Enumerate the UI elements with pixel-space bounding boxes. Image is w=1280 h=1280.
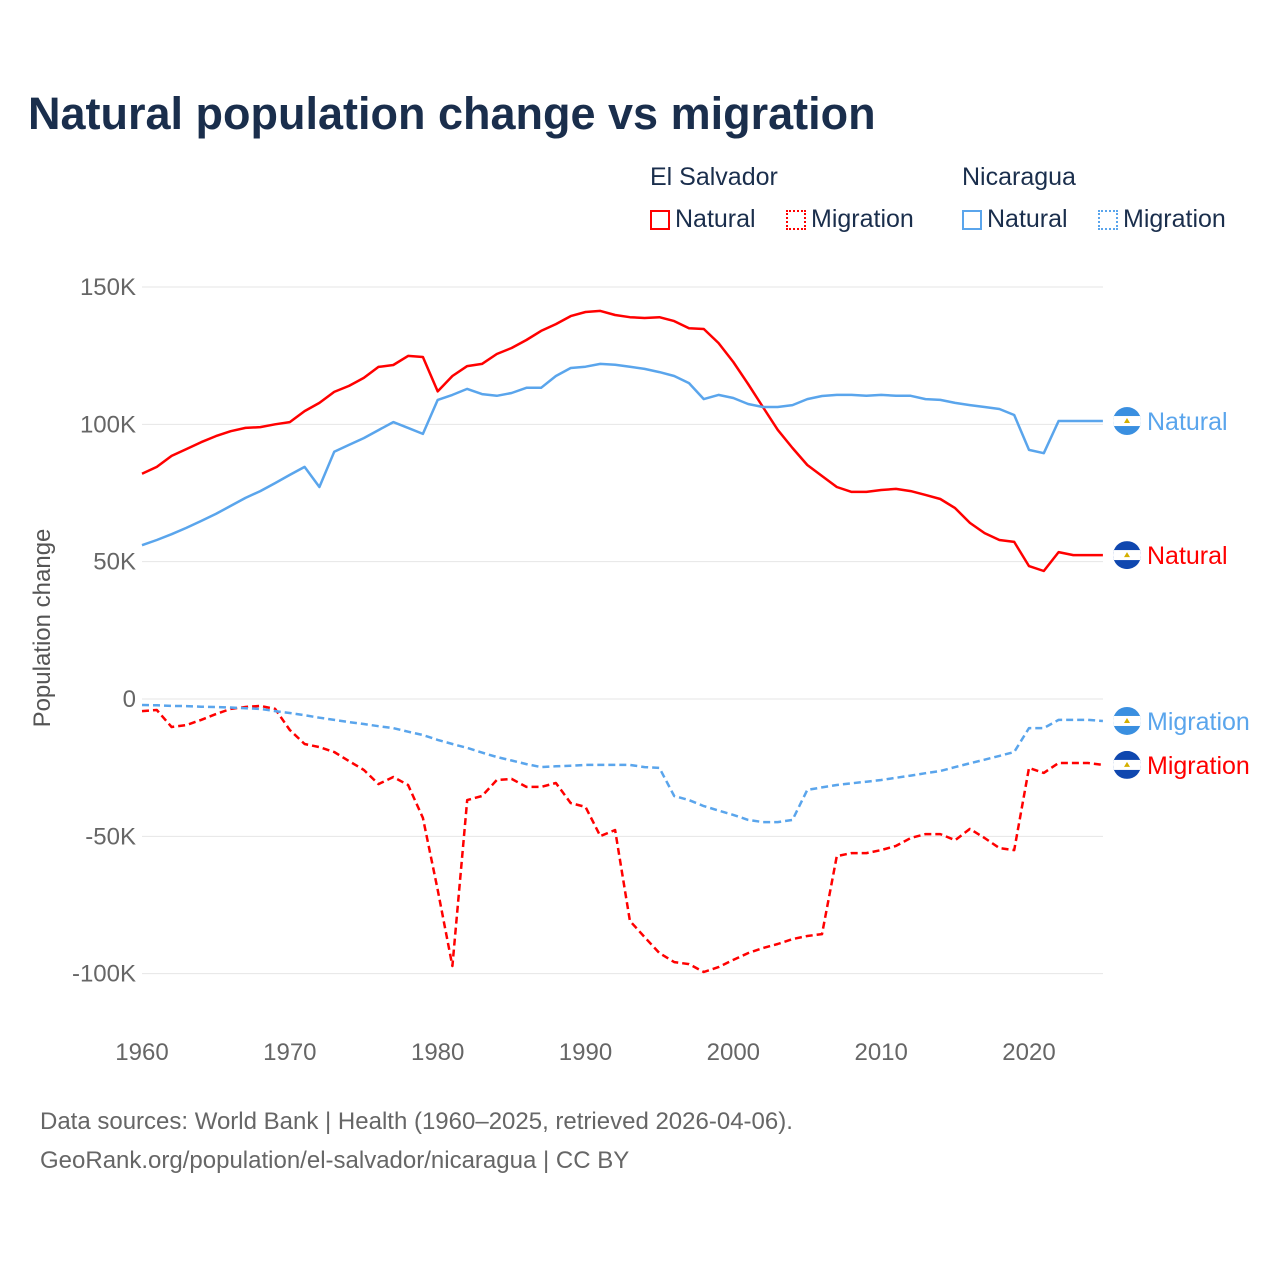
chart-title: Natural population change vs migration <box>28 88 876 139</box>
y-tick-label: -50K <box>85 823 136 850</box>
series-end-label: Migration <box>1147 752 1250 780</box>
y-tick-label: 50K <box>93 549 136 576</box>
y-tick-label: -100K <box>72 961 136 988</box>
series-end-label: Natural <box>1147 408 1228 436</box>
y-axis-label: Population change <box>29 529 56 728</box>
legend-label: Migration <box>1123 205 1226 233</box>
y-tick-label: 150K <box>80 274 136 301</box>
legend-swatch-dotted <box>786 209 806 230</box>
legend-label: Natural <box>987 205 1068 233</box>
el-salvador-flag-icon <box>1113 750 1141 779</box>
x-tick-label: 2000 <box>707 1039 760 1066</box>
legend-swatch-solid <box>650 209 670 230</box>
x-tick-label: 1960 <box>115 1039 168 1066</box>
legend-label: Migration <box>811 205 914 233</box>
series-line-nicaragua-migration <box>141 703 1103 824</box>
footer-link[interactable]: GeoRank.org/population/el-salvador/nicar… <box>40 1147 630 1174</box>
x-tick-label: 1990 <box>559 1039 612 1066</box>
y-tick-label: 0 <box>123 686 136 713</box>
series-line-nicaragua-natural <box>141 362 1103 547</box>
series-line-el-salvador-natural <box>141 309 1103 573</box>
legend-group-nicaragua: Nicaragua <box>962 163 1076 191</box>
x-tick-label: 1980 <box>411 1039 464 1066</box>
nicaragua-flag-icon <box>1113 407 1141 436</box>
legend-swatch-dotted <box>1098 209 1118 230</box>
nicaragua-flag-icon <box>1113 706 1141 735</box>
legend-item-nicaragua-natural[interactable]: Natural <box>962 205 1068 234</box>
legend-item-el-salvador-migration[interactable]: Migration <box>786 205 914 234</box>
legend-item-el-salvador-natural[interactable]: Natural <box>650 205 756 234</box>
series-line-el-salvador-migration <box>141 704 1104 974</box>
series-end-label: Migration <box>1147 708 1250 736</box>
legend-group-el-salvador: El Salvador <box>650 163 778 191</box>
series-end-label: Natural <box>1147 542 1228 570</box>
y-tick-label: 100K <box>80 411 136 438</box>
x-tick-label: 2010 <box>854 1039 907 1066</box>
x-tick-label: 2020 <box>1002 1039 1055 1066</box>
el-salvador-flag-icon <box>1113 541 1141 570</box>
legend-label: Natural <box>675 205 756 233</box>
footer-sources: Data sources: World Bank | Health (1960–… <box>40 1108 793 1135</box>
legend-item-nicaragua-migration[interactable]: Migration <box>1098 205 1226 234</box>
legend-swatch-solid <box>962 209 982 230</box>
x-tick-label: 1970 <box>263 1039 316 1066</box>
